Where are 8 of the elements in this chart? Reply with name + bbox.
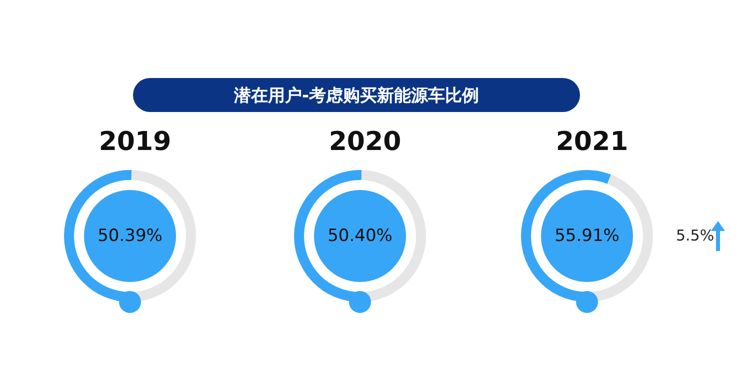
data-label: 50.39% [98, 226, 162, 246]
chart-title: 2019 [98, 127, 172, 157]
chart-title: 2020 [328, 127, 402, 157]
text: 5.5% [676, 226, 714, 244]
data-label: 55.91% [554, 226, 620, 246]
chart-title: 2021 [556, 127, 628, 157]
data-label: 50.40% [328, 226, 392, 246]
text: 潜在用户-考虑购买新能源车比例 [133, 78, 580, 112]
